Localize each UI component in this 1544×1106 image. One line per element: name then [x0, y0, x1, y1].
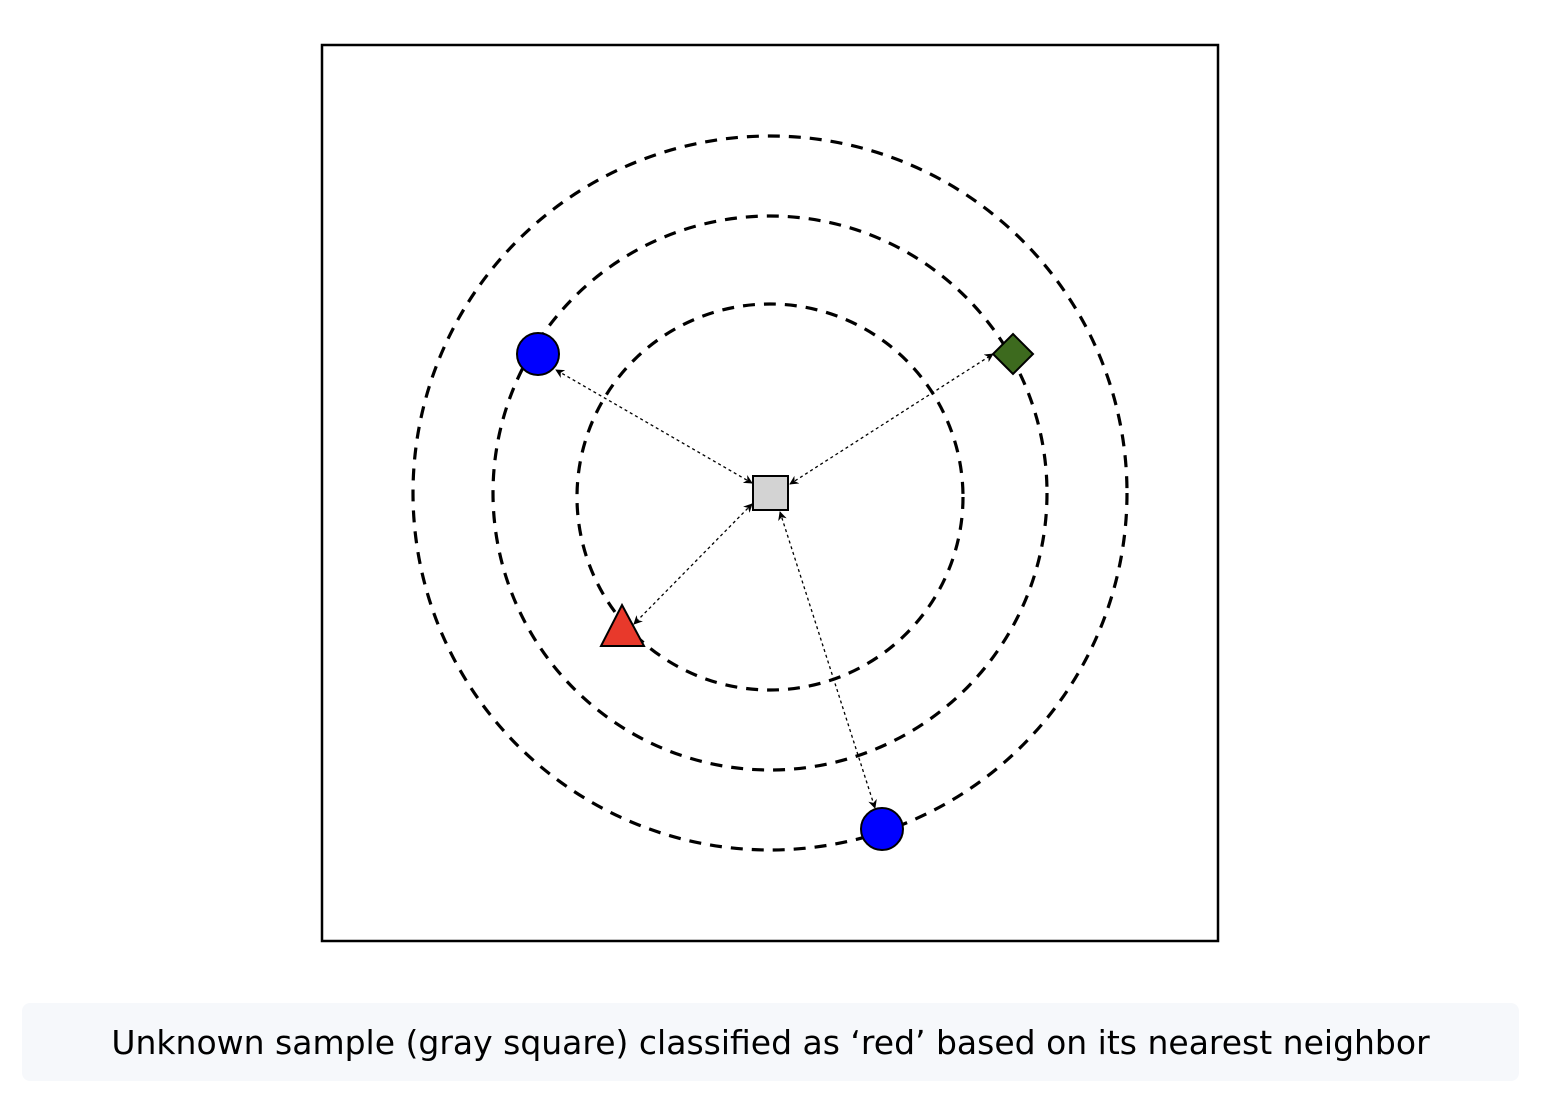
green-diamond	[991, 332, 1035, 376]
blue-circle-upper-left	[516, 332, 560, 376]
distance-arrow-to-blue-circle-bottom	[778, 511, 877, 809]
distance-ring-inner	[575, 302, 965, 692]
unknown-sample-gray-square	[752, 475, 789, 511]
distance-ring-middle	[491, 214, 1049, 772]
distance-arrow-to-green-diamond	[789, 353, 994, 485]
distance-arrow-to-blue-circle-upper-left	[555, 369, 753, 484]
distance-ring-outer	[411, 134, 1129, 852]
knn-diagram	[320, 43, 1220, 943]
blue-circle-bottom	[860, 807, 904, 851]
caption-text: Unknown sample (gray square) classified …	[111, 1022, 1430, 1062]
distance-arrow-to-red-triangle	[633, 503, 753, 625]
caption-box: Unknown sample (gray square) classified …	[22, 1003, 1519, 1081]
diagram-frame	[320, 43, 1220, 943]
red-triangle	[599, 602, 646, 647]
